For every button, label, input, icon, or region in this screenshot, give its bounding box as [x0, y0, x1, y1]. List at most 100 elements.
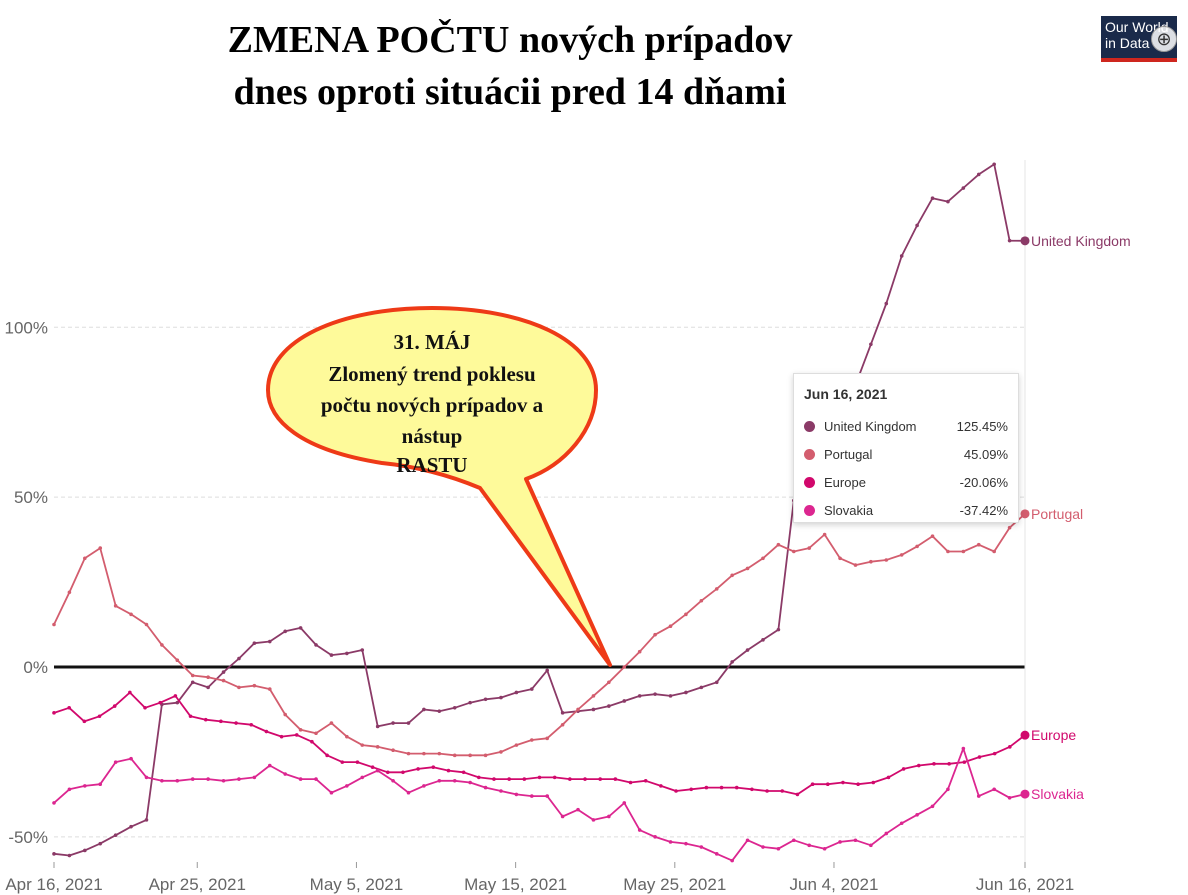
data-point [499, 750, 503, 754]
x-tick-label: Apr 16, 2021 [5, 875, 102, 894]
data-point [659, 784, 663, 788]
data-point [780, 789, 785, 793]
data-point [391, 778, 395, 783]
data-point [552, 775, 557, 780]
data-point [838, 556, 842, 561]
data-point [310, 739, 314, 744]
data-point [329, 790, 334, 795]
data-point [52, 801, 56, 805]
data-point [375, 745, 380, 749]
data-point [160, 643, 164, 647]
data-point [325, 753, 329, 758]
data-point [992, 751, 997, 756]
data-point [545, 794, 550, 798]
data-point [884, 301, 889, 306]
series-slovakia [52, 746, 1030, 863]
data-point [406, 721, 411, 725]
data-point [529, 738, 534, 742]
data-point [653, 692, 657, 696]
data-point [714, 680, 719, 685]
data-point [249, 722, 254, 727]
logo-red-bar [1101, 58, 1177, 62]
data-point [452, 778, 457, 783]
data-point [446, 768, 451, 773]
data-point [776, 542, 781, 547]
series-end-label: Europe [1031, 727, 1076, 743]
callout-shape [266, 306, 612, 667]
data-point [206, 777, 210, 781]
callout-line-5: RASTU [396, 453, 467, 477]
data-point [461, 770, 466, 775]
data-point [298, 626, 303, 630]
data-point [83, 556, 87, 561]
data-point [915, 544, 919, 549]
legend-dot-icon [804, 476, 815, 488]
data-point [714, 587, 719, 591]
data-point [915, 812, 919, 817]
data-point [514, 743, 519, 747]
data-point [992, 549, 996, 554]
data-point [745, 648, 750, 652]
data-point [477, 775, 481, 780]
series-europe [52, 690, 1030, 797]
data-point [437, 751, 442, 756]
data-point [776, 627, 781, 632]
data-point [807, 546, 812, 550]
data-point [360, 648, 365, 652]
data-point [264, 729, 269, 734]
data-point [946, 549, 950, 554]
data-point [674, 789, 678, 793]
data-point [841, 780, 845, 785]
data-point [598, 777, 602, 781]
data-point [976, 794, 981, 798]
data-point [314, 777, 318, 781]
data-point [144, 818, 149, 822]
y-tick-label: 0% [23, 658, 48, 677]
data-point [385, 770, 390, 775]
zoom-icon[interactable]: ⊕ [1151, 26, 1177, 52]
callout-line-2: Zlomený trend poklesu [328, 362, 536, 386]
data-point [468, 780, 472, 785]
data-point [869, 342, 873, 347]
data-point [283, 712, 287, 717]
data-point [930, 534, 935, 539]
data-point [437, 778, 442, 783]
data-point [360, 775, 365, 780]
y-tick-label: 50% [14, 488, 48, 507]
data-point [298, 728, 303, 732]
data-point [699, 685, 704, 690]
data-point [607, 680, 611, 685]
series-end-label: Portugal [1031, 506, 1083, 522]
data-point [591, 818, 596, 822]
data-point [583, 777, 587, 781]
data-point [355, 760, 360, 764]
data-point [144, 622, 149, 627]
data-point [314, 731, 318, 736]
data-point [776, 846, 781, 851]
data-point [345, 784, 349, 788]
data-point [947, 762, 951, 766]
data-point [576, 807, 580, 812]
data-point [499, 789, 503, 793]
data-point [699, 845, 704, 849]
data-point [976, 542, 981, 547]
data-point [173, 694, 178, 698]
data-point [750, 787, 754, 792]
data-point [375, 724, 380, 729]
tooltip-series-name: Slovakia [824, 502, 874, 518]
data-point [206, 685, 210, 690]
data-point [886, 775, 891, 780]
data-point [1008, 745, 1012, 749]
data-point [719, 785, 724, 790]
data-point [483, 697, 488, 702]
data-point [761, 556, 765, 561]
series-lines [52, 162, 1030, 863]
data-point [529, 794, 534, 798]
data-point [129, 824, 133, 829]
data-point [492, 777, 496, 781]
data-point [884, 831, 889, 836]
data-point [329, 653, 334, 657]
data-point [1007, 238, 1012, 243]
data-point [375, 768, 380, 773]
